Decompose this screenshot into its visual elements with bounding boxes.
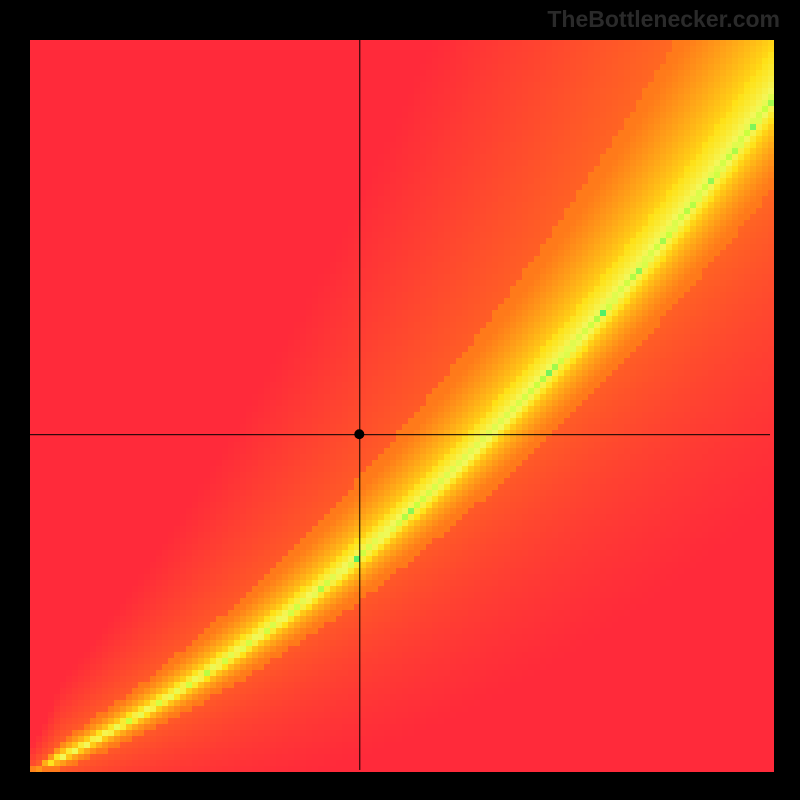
watermark-text: TheBottlenecker.com bbox=[547, 6, 780, 33]
bottleneck-heatmap bbox=[0, 0, 800, 800]
chart-container: TheBottlenecker.com bbox=[0, 0, 800, 800]
